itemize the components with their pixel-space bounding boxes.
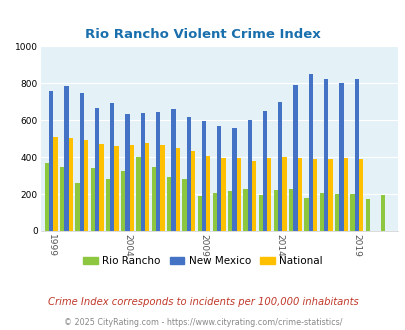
Bar	[75, 183, 79, 231]
Bar	[217, 126, 221, 231]
Bar	[273, 190, 277, 231]
Bar	[49, 90, 53, 231]
Bar	[68, 138, 73, 231]
Bar	[175, 148, 179, 231]
Bar	[251, 161, 256, 231]
Bar	[258, 195, 262, 231]
Bar	[212, 193, 217, 231]
Bar	[323, 80, 328, 231]
Bar	[106, 179, 110, 231]
Bar	[151, 167, 156, 231]
Bar	[350, 194, 354, 231]
Bar	[156, 112, 160, 231]
Bar	[130, 145, 134, 231]
Bar	[319, 193, 323, 231]
Bar	[312, 159, 316, 231]
Bar	[380, 195, 384, 231]
Bar	[171, 109, 175, 231]
Bar	[141, 113, 145, 231]
Bar	[266, 158, 271, 231]
Bar	[308, 74, 312, 231]
Legend: Rio Rancho, New Mexico, National: Rio Rancho, New Mexico, National	[79, 252, 326, 270]
Bar	[304, 198, 308, 231]
Bar	[136, 157, 141, 231]
Bar	[53, 137, 58, 231]
Bar	[201, 121, 206, 231]
Bar	[277, 102, 282, 231]
Bar	[343, 158, 347, 231]
Bar	[358, 159, 362, 231]
Text: Crime Index corresponds to incidents per 100,000 inhabitants: Crime Index corresponds to incidents per…	[47, 297, 358, 307]
Bar	[197, 196, 201, 231]
Bar	[99, 144, 103, 231]
Bar	[221, 158, 225, 231]
Bar	[166, 178, 171, 231]
Bar	[206, 156, 210, 231]
Bar	[125, 114, 130, 231]
Bar	[364, 199, 369, 231]
Bar	[282, 157, 286, 231]
Bar	[79, 93, 84, 231]
Bar	[297, 158, 301, 231]
Text: © 2025 CityRating.com - https://www.cityrating.com/crime-statistics/: © 2025 CityRating.com - https://www.city…	[64, 318, 341, 327]
Bar	[328, 159, 332, 231]
Bar	[60, 167, 64, 231]
Bar	[160, 145, 164, 231]
Bar	[182, 179, 186, 231]
Bar	[247, 120, 251, 231]
Bar	[121, 171, 125, 231]
Bar	[90, 168, 95, 231]
Bar	[243, 189, 247, 231]
Bar	[228, 191, 232, 231]
Bar	[339, 83, 343, 231]
Bar	[145, 143, 149, 231]
Bar	[110, 104, 114, 231]
Bar	[293, 85, 297, 231]
Bar	[334, 194, 339, 231]
Bar	[114, 146, 119, 231]
Text: Rio Rancho Violent Crime Index: Rio Rancho Violent Crime Index	[85, 28, 320, 41]
Bar	[190, 150, 195, 231]
Bar	[186, 117, 190, 231]
Bar	[236, 158, 240, 231]
Bar	[262, 111, 266, 231]
Bar	[84, 140, 88, 231]
Bar	[354, 80, 358, 231]
Bar	[95, 108, 99, 231]
Bar	[45, 163, 49, 231]
Bar	[64, 86, 68, 231]
Bar	[232, 127, 236, 231]
Bar	[288, 189, 293, 231]
